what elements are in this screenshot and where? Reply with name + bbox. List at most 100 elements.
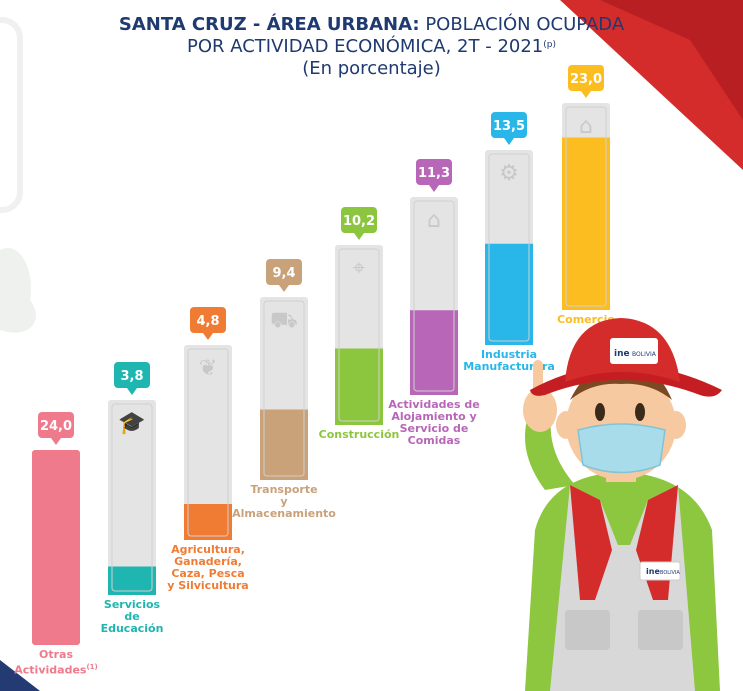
bar-sheen — [413, 200, 455, 392]
category-label-line: Educación — [100, 622, 164, 635]
value-badge — [416, 159, 452, 185]
value-label: 24,0 — [40, 419, 72, 434]
category-label-line: Servicios — [103, 598, 161, 611]
category-label-line: Caza, Pesca — [171, 567, 245, 580]
category-label: Industria Manufacturera — [449, 349, 569, 373]
left-faded-logo — [0, 17, 23, 213]
category-label-line: Transporte — [250, 483, 318, 496]
mascot-hat-logo: ine — [614, 349, 630, 359]
mascot-vest-red-left — [570, 485, 612, 600]
mascot-face-mask — [577, 423, 666, 474]
category-label-line: Actividades(1) — [14, 663, 98, 677]
bed-icon: ⌂ — [427, 208, 441, 233]
plant-hand-icon: ❦ — [199, 356, 217, 381]
value-badge-pointer — [127, 388, 137, 395]
bar-sheen — [338, 248, 380, 422]
bottom-left-navy-shape — [0, 660, 40, 691]
value-badge — [266, 259, 302, 285]
bar-sheen — [488, 153, 530, 342]
value-badge — [114, 362, 150, 388]
category-label-line: Industria — [480, 348, 538, 361]
truck-icon: ⛟ — [270, 308, 298, 333]
category-label-line: Otras — [38, 648, 73, 661]
category-label: Construcción — [299, 429, 419, 441]
title-preliminary-note: (p) — [543, 40, 557, 50]
bar-group-2: ❦ 4,8 — [184, 307, 232, 540]
corner-red-shape-dark — [600, 0, 743, 120]
bar-group-0: 24,0 — [32, 412, 80, 645]
crane-icon: ⌖ — [353, 256, 365, 281]
bar-sheen — [111, 403, 153, 592]
mascot-vest-pocket-right — [638, 610, 683, 650]
bar-background — [32, 450, 80, 645]
value-label: 13,5 — [493, 119, 525, 134]
bar-group-1: 🎓 3,8 — [108, 362, 156, 595]
value-badge-pointer — [429, 185, 439, 192]
value-badge — [341, 207, 377, 233]
graduation-cap-icon: 🎓 — [118, 411, 145, 436]
category-label-line: Construcción — [318, 428, 400, 441]
bar-group-4: ⌖ 10,2 — [335, 207, 383, 425]
bar-group-6: ⚙ 13,5 — [485, 112, 533, 345]
value-label: 23,0 — [570, 72, 602, 87]
mascot-ear-right — [666, 411, 686, 439]
value-badge-pointer — [203, 333, 213, 340]
bar-sheen — [263, 300, 305, 477]
value-label: 4,8 — [196, 314, 219, 329]
bar-group-7: ⌂ 23,0 — [562, 65, 610, 310]
value-label: 3,8 — [120, 369, 143, 384]
category-label-line: Alojamiento y — [391, 410, 477, 423]
title-region: SANTA CRUZ - ÁREA URBANA: — [118, 14, 420, 35]
category-label: Transporte y Almacenamiento — [224, 484, 344, 520]
mascot-hat-badge — [610, 338, 658, 364]
chart-title-line1: SANTA CRUZ - ÁREA URBANA: POBLACIÓN OCUP… — [0, 14, 743, 36]
value-badge-pointer — [581, 91, 591, 98]
category-label-line: y Silvicultura — [167, 579, 249, 592]
value-badge-pointer — [504, 138, 514, 145]
mascot-illustration: ine BOLIVIA ine BOLIVIA — [523, 318, 722, 691]
category-label-line: Actividades de — [388, 398, 480, 411]
bar — [260, 409, 308, 480]
bar — [562, 137, 610, 310]
bar-sheen — [187, 348, 229, 537]
bar-background — [108, 400, 156, 595]
category-label-line: Comidas — [407, 434, 461, 447]
mascot-vest-badge — [639, 561, 681, 581]
value-label: 10,2 — [343, 214, 375, 229]
bar-group-3: ⛟ 9,4 — [260, 259, 308, 480]
category-label: Actividades de Alojamiento y Servicio de Co… — [374, 399, 494, 447]
bar — [410, 310, 458, 395]
value-badge-pointer — [354, 233, 364, 240]
value-badge-pointer — [279, 285, 289, 292]
category-label-line: Agricultura, — [171, 543, 245, 556]
category-label-line: y — [280, 495, 288, 508]
category-note: (1) — [86, 663, 98, 671]
category-label: Agricultura, Ganadería, Caza, Pesca y Silvi… — [148, 544, 268, 592]
title-line2: POR ACTIVIDAD ECONÓMICA, 2T - 2021 — [186, 36, 544, 57]
mascot-vest-pocket-left — [565, 610, 610, 650]
value-badge-pointer — [51, 438, 61, 445]
category-label-line: Servicio de — [399, 422, 469, 435]
value-label: 9,4 — [272, 266, 295, 281]
bar — [184, 504, 232, 540]
value-label: 11,3 — [418, 166, 450, 181]
mascot-hat-text: BOLIVIA — [632, 351, 657, 358]
mascot-hand — [523, 388, 557, 432]
category-label-line: de — [124, 610, 140, 623]
mascot-eye-left — [595, 403, 605, 421]
bar — [335, 348, 383, 425]
value-badge — [568, 65, 604, 91]
mascot-ear-left — [556, 411, 576, 439]
category-label-line: Manufacturera — [463, 360, 555, 373]
value-badge — [491, 112, 527, 138]
left-faded-map — [0, 248, 36, 333]
factory-gear-icon: ⚙ — [499, 161, 519, 186]
title-line1-rest: POBLACIÓN OCUPADA — [425, 14, 625, 35]
mascot-vest-text: BOLIVIA — [660, 570, 680, 576]
category-label: Otras Actividades(1) — [0, 649, 116, 677]
store-icon: ⌂ — [579, 114, 593, 139]
bar-sheen — [565, 106, 607, 307]
mascot-eye-right — [635, 403, 645, 421]
mascot-vest-logo: ine — [646, 567, 660, 576]
